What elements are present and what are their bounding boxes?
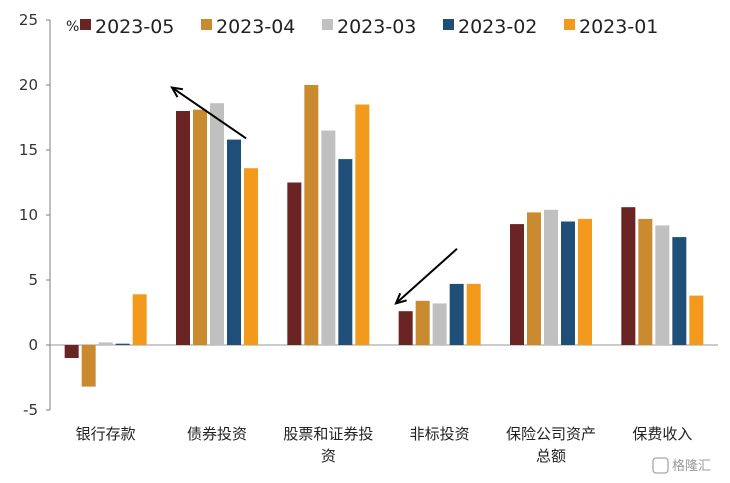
bar-2023-04-保险公司资产总额 — [527, 212, 541, 345]
bar-2023-05-银行存款 — [64, 345, 79, 358]
y-tick-label: 15 — [19, 141, 38, 159]
legend-label: 2023-01 — [579, 16, 658, 38]
bar-2023-04-保费收入 — [638, 218, 653, 345]
legend-label: 2023-04 — [216, 16, 295, 38]
bar-2023-03-保费收入 — [655, 225, 670, 345]
bar-2023-01-银行存款 — [132, 294, 147, 345]
legend: 2023-05 2023-04 2023-03 2023-02 2023-01 — [80, 16, 658, 38]
legend-label: 2023-02 — [458, 16, 537, 38]
watermark: 格隆汇 — [652, 457, 711, 474]
x-category-label: 银行存款 — [76, 425, 136, 443]
x-category-label: 保险公司资产 — [506, 425, 596, 443]
bar-2023-02-银行存款 — [115, 343, 130, 345]
annotation-arrows — [170, 86, 458, 305]
bar-2023-04-银行存款 — [81, 345, 96, 387]
bar-2023-01-非标投资 — [466, 283, 481, 345]
watermark-logo-icon — [652, 457, 669, 474]
bar-2023-03-非标投资 — [432, 303, 447, 345]
y-tick-label: 0 — [28, 336, 38, 354]
x-category-label: 总额 — [536, 447, 566, 465]
bar-2023-03-保险公司资产总额 — [544, 209, 558, 345]
y-tick-label: -5 — [23, 401, 38, 419]
bars — [64, 85, 704, 387]
x-category-label: 股票和证券投 — [283, 425, 373, 443]
annotation-arrow-line — [395, 248, 458, 305]
bar-2023-02-股票和证券投资 — [338, 159, 353, 345]
bar-2023-01-债券投资 — [244, 168, 258, 345]
bar-2023-03-股票和证券投资 — [321, 130, 336, 345]
bar-2023-02-保险公司资产总额 — [561, 221, 575, 345]
legend-label: 2023-05 — [95, 16, 174, 38]
annotation-arrow-head — [170, 86, 184, 98]
legend-swatch — [201, 19, 212, 30]
bar-2023-01-保险公司资产总额 — [578, 218, 592, 345]
bar-2023-05-非标投资 — [398, 311, 413, 345]
bar-2023-05-保险公司资产总额 — [510, 224, 524, 345]
x-category-label: 债券投资 — [187, 425, 247, 443]
bar-2023-01-股票和证券投资 — [355, 104, 370, 345]
legend-swatch — [564, 19, 575, 30]
bar-2023-01-保费收入 — [689, 295, 704, 345]
bar-2023-04-股票和证券投资 — [304, 85, 319, 345]
legend-swatch — [80, 19, 91, 30]
x-category-label: 资 — [321, 447, 336, 465]
bar-2023-02-保费收入 — [672, 237, 687, 345]
x-category-label: 非标投资 — [410, 425, 470, 443]
y-tick-label: 25 — [19, 11, 38, 29]
x-category-label: 保费收入 — [632, 425, 692, 443]
bar-2023-02-非标投资 — [449, 283, 464, 345]
bar-2023-05-保费收入 — [621, 207, 636, 345]
bar-2023-03-银行存款 — [98, 342, 113, 345]
bar-2023-03-债券投资 — [210, 103, 224, 345]
legend-swatch — [443, 19, 454, 30]
annotation-arrow-line — [171, 86, 247, 140]
bar-2023-05-股票和证券投资 — [287, 182, 302, 345]
bar-2023-04-非标投资 — [415, 300, 430, 345]
bar-2023-04-债券投资 — [193, 109, 207, 345]
bar-2023-05-债券投资 — [176, 111, 190, 345]
y-tick-label: 20 — [19, 76, 38, 94]
y-tick-label: 10 — [19, 206, 38, 224]
y-unit-label: % — [66, 19, 79, 35]
watermark-text: 格隆汇 — [672, 458, 711, 474]
legend-swatch — [322, 19, 333, 30]
bar-2023-02-债券投资 — [227, 139, 241, 345]
legend-label: 2023-03 — [337, 16, 416, 38]
y-tick-label: 5 — [28, 271, 38, 289]
annotation-arrow-head — [394, 292, 407, 305]
